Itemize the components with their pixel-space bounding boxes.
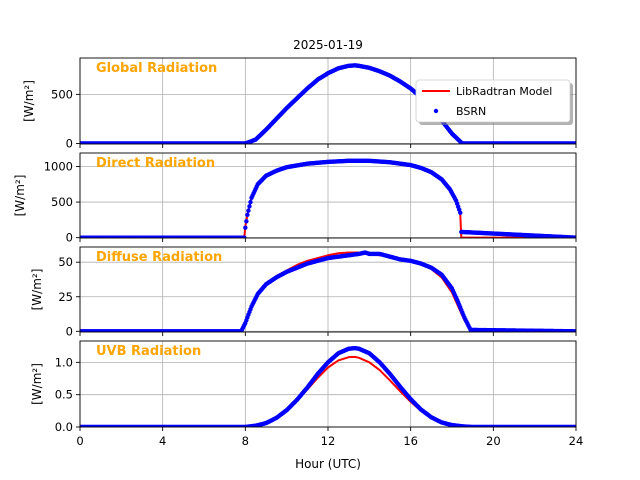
- panel-diffuse-radiation: 0 25 50 [W/m²] Diffuse Radiation: [30, 246, 577, 338]
- y-tick-label: 0.0: [55, 420, 73, 434]
- bsrn-point: [245, 212, 250, 218]
- y-tick-label: 50: [58, 255, 73, 269]
- bsrn-point: [244, 219, 249, 224]
- legend-box: [415, 79, 571, 123]
- x-tick-label: 0: [76, 434, 83, 448]
- panel-title: Global Radiation: [96, 61, 217, 76]
- x-tick-label: 16: [403, 434, 418, 448]
- panel-direct-radiation: 0 500 1000 [W/m²] Direct Radiation: [13, 152, 577, 245]
- legend-swatch-dot: [433, 108, 439, 114]
- y-axis-label: [W/m²]: [13, 175, 27, 217]
- legend-label: BSRN: [456, 105, 486, 118]
- y-tick-label: 0.5: [55, 388, 73, 402]
- bsrn-point: [573, 329, 576, 332]
- bsrn-point: [243, 225, 248, 230]
- panel-uvb-radiation: 0.0 0.5 1.0 0 4 8 12 16 20 24 [W/m²] UVB Radiation: [30, 340, 584, 448]
- bsrn-point: [458, 210, 463, 215]
- y-tick-label: 1.0: [55, 355, 73, 369]
- bsrn-point: [573, 235, 576, 238]
- panel-title: Direct Radiation: [96, 156, 215, 171]
- y-tick-label: 500: [51, 87, 73, 101]
- bsrn-point: [247, 204, 252, 209]
- y-tick-label: 500: [51, 195, 73, 209]
- x-tick-label: 4: [159, 434, 166, 448]
- x-tick-label: 8: [242, 434, 249, 448]
- y-axis-label: [W/m²]: [30, 363, 44, 405]
- bsrn-point: [573, 141, 576, 144]
- y-tick-label: 1000: [44, 160, 73, 174]
- y-tick-label: 0: [66, 231, 73, 245]
- y-tick-label: 0: [66, 137, 73, 151]
- figure-title: 2025-01-19: [293, 38, 363, 52]
- panel-title: Diffuse Radiation: [96, 250, 222, 265]
- x-tick-label: 12: [321, 434, 336, 448]
- y-tick-label: 0: [66, 324, 73, 338]
- bsrn-point: [242, 235, 247, 238]
- series-bsrn: [80, 250, 576, 332]
- panel-data: [80, 158, 576, 238]
- series-bsrn: [80, 158, 576, 238]
- series-bsrn: [80, 63, 576, 144]
- legend-label: LibRadtran Model: [456, 85, 552, 98]
- legend: LibRadtran Model BSRN: [415, 79, 573, 125]
- y-tick-label: 25: [58, 290, 73, 304]
- y-axis-label: [W/m²]: [30, 269, 44, 311]
- panel-data: [80, 250, 576, 332]
- y-axis-label: [W/m²]: [22, 80, 36, 122]
- bsrn-point: [573, 424, 576, 427]
- x-axis-label: Hour (UTC): [295, 457, 361, 471]
- panel-title: UVB Radiation: [96, 344, 201, 359]
- bsrn-point: [248, 199, 253, 205]
- series-bsrn: [80, 345, 576, 427]
- x-tick-label: 24: [569, 434, 584, 448]
- panel-data: [80, 345, 576, 427]
- x-tick-label: 20: [486, 434, 501, 448]
- bsrn-point: [246, 208, 251, 213]
